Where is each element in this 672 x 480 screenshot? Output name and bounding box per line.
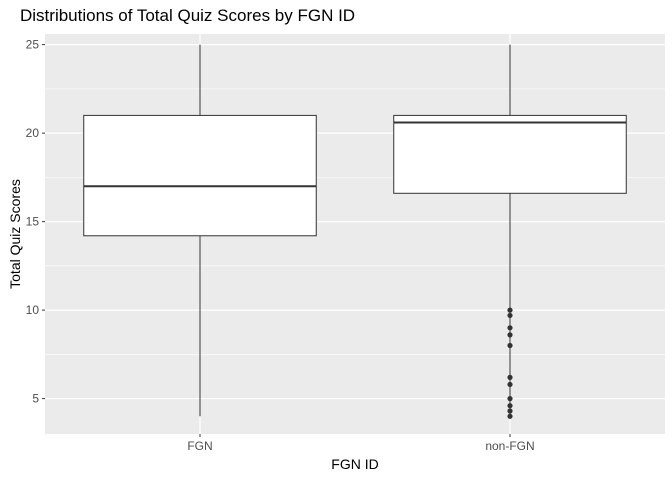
outlier-point bbox=[507, 332, 513, 338]
y-axis: 5 10 15 20 25 bbox=[26, 38, 45, 406]
x-tick-label: non-FGN bbox=[485, 439, 534, 453]
y-tick-label: 25 bbox=[26, 38, 40, 52]
outlier-point bbox=[507, 374, 513, 380]
outlier-point bbox=[507, 403, 513, 409]
x-tick-label: FGN bbox=[187, 439, 212, 453]
outlier-point bbox=[507, 307, 513, 313]
y-axis-title: Total Quiz Scores bbox=[7, 179, 23, 289]
outlier-point bbox=[507, 342, 513, 349]
chart-title: Distributions of Total Quiz Scores by FG… bbox=[20, 6, 355, 25]
outlier-point bbox=[507, 312, 513, 319]
y-tick-label: 10 bbox=[26, 303, 40, 317]
box-non-fgn bbox=[393, 44, 627, 419]
outlier-point bbox=[507, 413, 513, 419]
box-iqr bbox=[393, 114, 627, 194]
outlier-point bbox=[507, 408, 513, 414]
x-axis: FGN non-FGN bbox=[187, 434, 535, 453]
y-tick-label: 5 bbox=[32, 392, 39, 406]
x-axis-title: FGN ID bbox=[331, 456, 378, 472]
y-tick-label: 15 bbox=[26, 215, 40, 229]
box-series bbox=[83, 44, 627, 419]
outlier-point bbox=[507, 396, 513, 402]
outlier-point bbox=[507, 381, 513, 388]
outlier-point bbox=[507, 325, 513, 331]
y-tick-label: 20 bbox=[26, 126, 40, 140]
box-fgn bbox=[83, 44, 317, 417]
box-iqr bbox=[83, 114, 317, 237]
